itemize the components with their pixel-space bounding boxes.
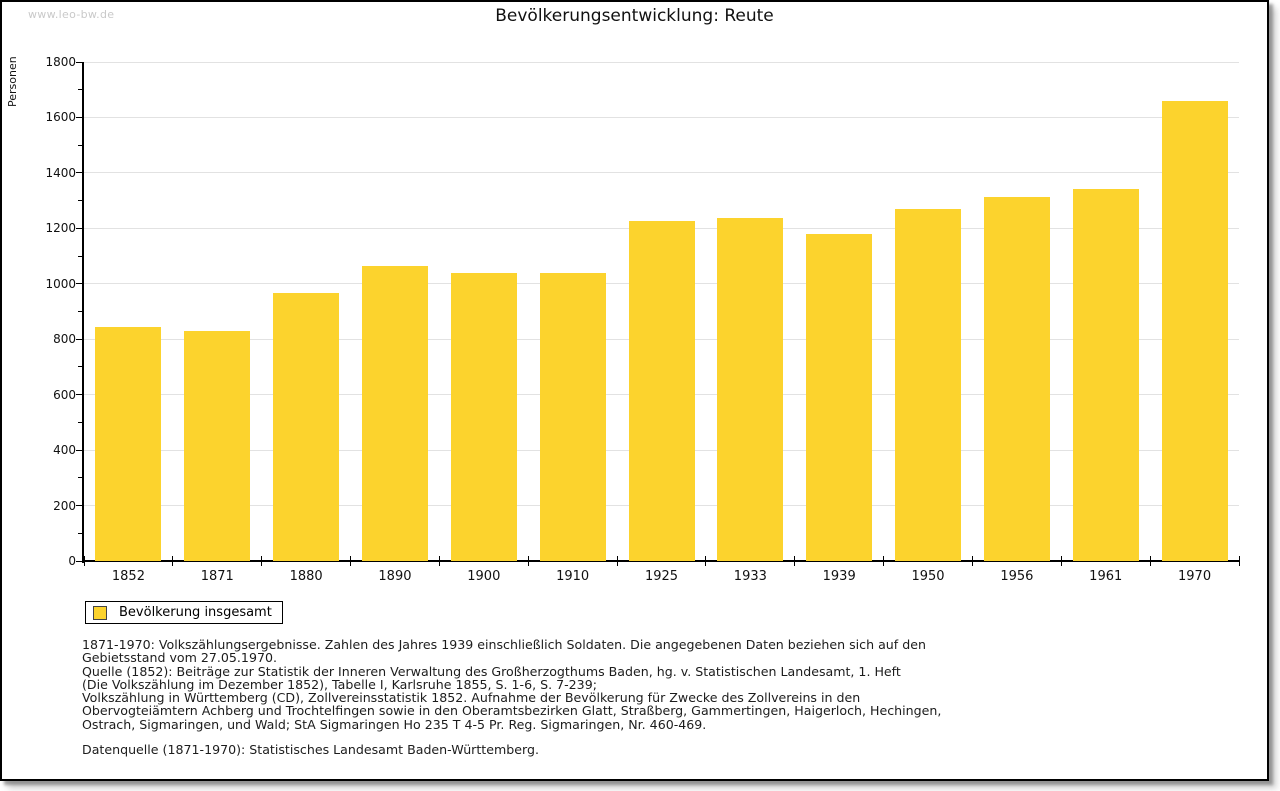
y-tick-800	[76, 338, 82, 340]
footnote-line: 1871-1970: Volkszählungsergebnisse. Zahl…	[82, 637, 926, 652]
y-tick-label-1600: 1600	[45, 110, 76, 125]
bar-1970	[1161, 101, 1228, 561]
y-tick-label-1400: 1400	[45, 165, 76, 180]
y-tick-label-1800: 1800	[45, 55, 76, 69]
x-boundary-tick	[705, 556, 707, 566]
x-boundary-tick	[1149, 556, 1151, 566]
gridline-1600	[84, 116, 1239, 118]
y-tick-1300	[78, 200, 82, 202]
plot-area: 1852 1871 1880 1890 1900 1910 1925 1933 1939 1950…	[76, 61, 1240, 584]
x-tick-label-1933: 1933	[733, 569, 767, 584]
y-axis-line	[82, 62, 84, 563]
y-tick-1500	[78, 144, 82, 146]
x-tick-label-1956: 1956	[1000, 569, 1034, 584]
bar-1871	[184, 330, 251, 561]
y-tick-400	[76, 449, 82, 451]
y-tick-900	[78, 311, 82, 312]
y-tick-600	[76, 394, 82, 396]
bar-1890	[361, 266, 428, 561]
x-tick-label-1961: 1961	[1089, 569, 1123, 584]
y-tick-label-600: 600	[53, 387, 76, 402]
x-boundary-tick	[1060, 556, 1062, 566]
x-tick-label-1890: 1890	[378, 569, 412, 584]
footnote-line: (Die Volkszählung im Dezember 1852), Tab…	[82, 676, 597, 692]
footnote-line: Volkszählung in Württemberg (CD), Zollve…	[82, 690, 861, 706]
x-tick-label-1970: 1970	[1178, 569, 1212, 584]
x-tick-label-1871: 1871	[200, 569, 234, 584]
x-boundary-tick	[1238, 556, 1240, 566]
y-tick-100	[78, 532, 82, 534]
y-tick-1700	[78, 89, 82, 91]
x-tick-label-1950: 1950	[911, 569, 945, 584]
bar-1900	[450, 273, 517, 561]
x-boundary-tick	[438, 556, 440, 566]
footnotes: 1871-1970: Volkszählungsergebnisse. Zahl…	[82, 638, 942, 731]
legend: Bevölkerung insgesamt	[85, 601, 283, 624]
bar-1933	[717, 218, 784, 561]
chart-card: www.leo-bw.de Bevölkerungsentwicklung: R…	[0, 0, 1269, 781]
bar-1925	[628, 220, 695, 561]
y-tick-1400	[76, 172, 82, 174]
footnote-line: Quelle (1852): Beiträge zur Statistik de…	[82, 663, 901, 679]
x-tick-label-1939: 1939	[822, 569, 856, 584]
bar-1880	[273, 292, 340, 561]
x-boundary-tick	[616, 556, 618, 566]
gridline-1800	[84, 61, 1239, 63]
y-tick-500	[78, 421, 82, 423]
bar-1939	[806, 233, 873, 561]
y-tick-label-1000: 1000	[45, 276, 76, 291]
x-tick-label-1910: 1910	[556, 569, 590, 584]
y-tick-200	[76, 505, 82, 507]
bar-1910	[539, 273, 606, 561]
x-tick-label-1900: 1900	[467, 569, 501, 584]
bar-1961	[1072, 188, 1139, 561]
bar-1852	[95, 326, 162, 561]
y-tick-label-400: 400	[53, 443, 76, 458]
footnote-line: Obervogteiämtern Achberg und Trochtelfin…	[82, 703, 942, 719]
y-tick-300	[78, 477, 82, 479]
gridline-1400	[84, 172, 1239, 174]
y-tick-1200	[76, 227, 82, 229]
y-tick-label-0: 0	[68, 554, 76, 568]
chart-title: Bevölkerungsentwicklung: Reute	[495, 6, 774, 26]
y-tick-700	[78, 366, 82, 368]
y-tick-label-800: 800	[53, 332, 76, 347]
y-tick-label-200: 200	[53, 498, 76, 513]
footnote-line: Gebietsstand vom 27.05.1970.	[82, 650, 277, 666]
x-tick-label-1925: 1925	[644, 569, 679, 584]
legend-label: Bevölkerung insgesamt	[119, 605, 272, 620]
bar-1950	[895, 209, 962, 561]
x-boundary-tick	[350, 556, 352, 566]
y-tick-0	[76, 560, 82, 562]
x-boundary-tick	[172, 556, 174, 566]
y-tick-1800	[76, 61, 82, 63]
x-boundary-tick	[971, 556, 973, 566]
y-tick-1600	[76, 116, 82, 118]
x-boundary-tick	[83, 556, 85, 566]
x-axis-line	[82, 560, 1240, 562]
data-source-line: Datenquelle (1871-1970): Statistisches L…	[82, 742, 539, 757]
footnote-line: Ostrach, Sigmaringen, und Wald; StA Sigm…	[82, 716, 707, 732]
y-tick-label-1200: 1200	[45, 221, 76, 236]
x-boundary-tick	[261, 556, 263, 566]
x-boundary-tick	[794, 556, 796, 566]
y-tick-1100	[78, 255, 82, 257]
legend-swatch-icon	[93, 605, 107, 620]
bar-1956	[983, 197, 1050, 561]
x-tick-label-1880: 1880	[289, 569, 323, 584]
x-boundary-tick	[527, 556, 529, 566]
x-tick-label-1852: 1852	[111, 569, 145, 584]
y-tick-1000	[76, 283, 82, 285]
watermark: www.leo-bw.de	[28, 8, 115, 21]
x-boundary-tick	[883, 556, 885, 566]
